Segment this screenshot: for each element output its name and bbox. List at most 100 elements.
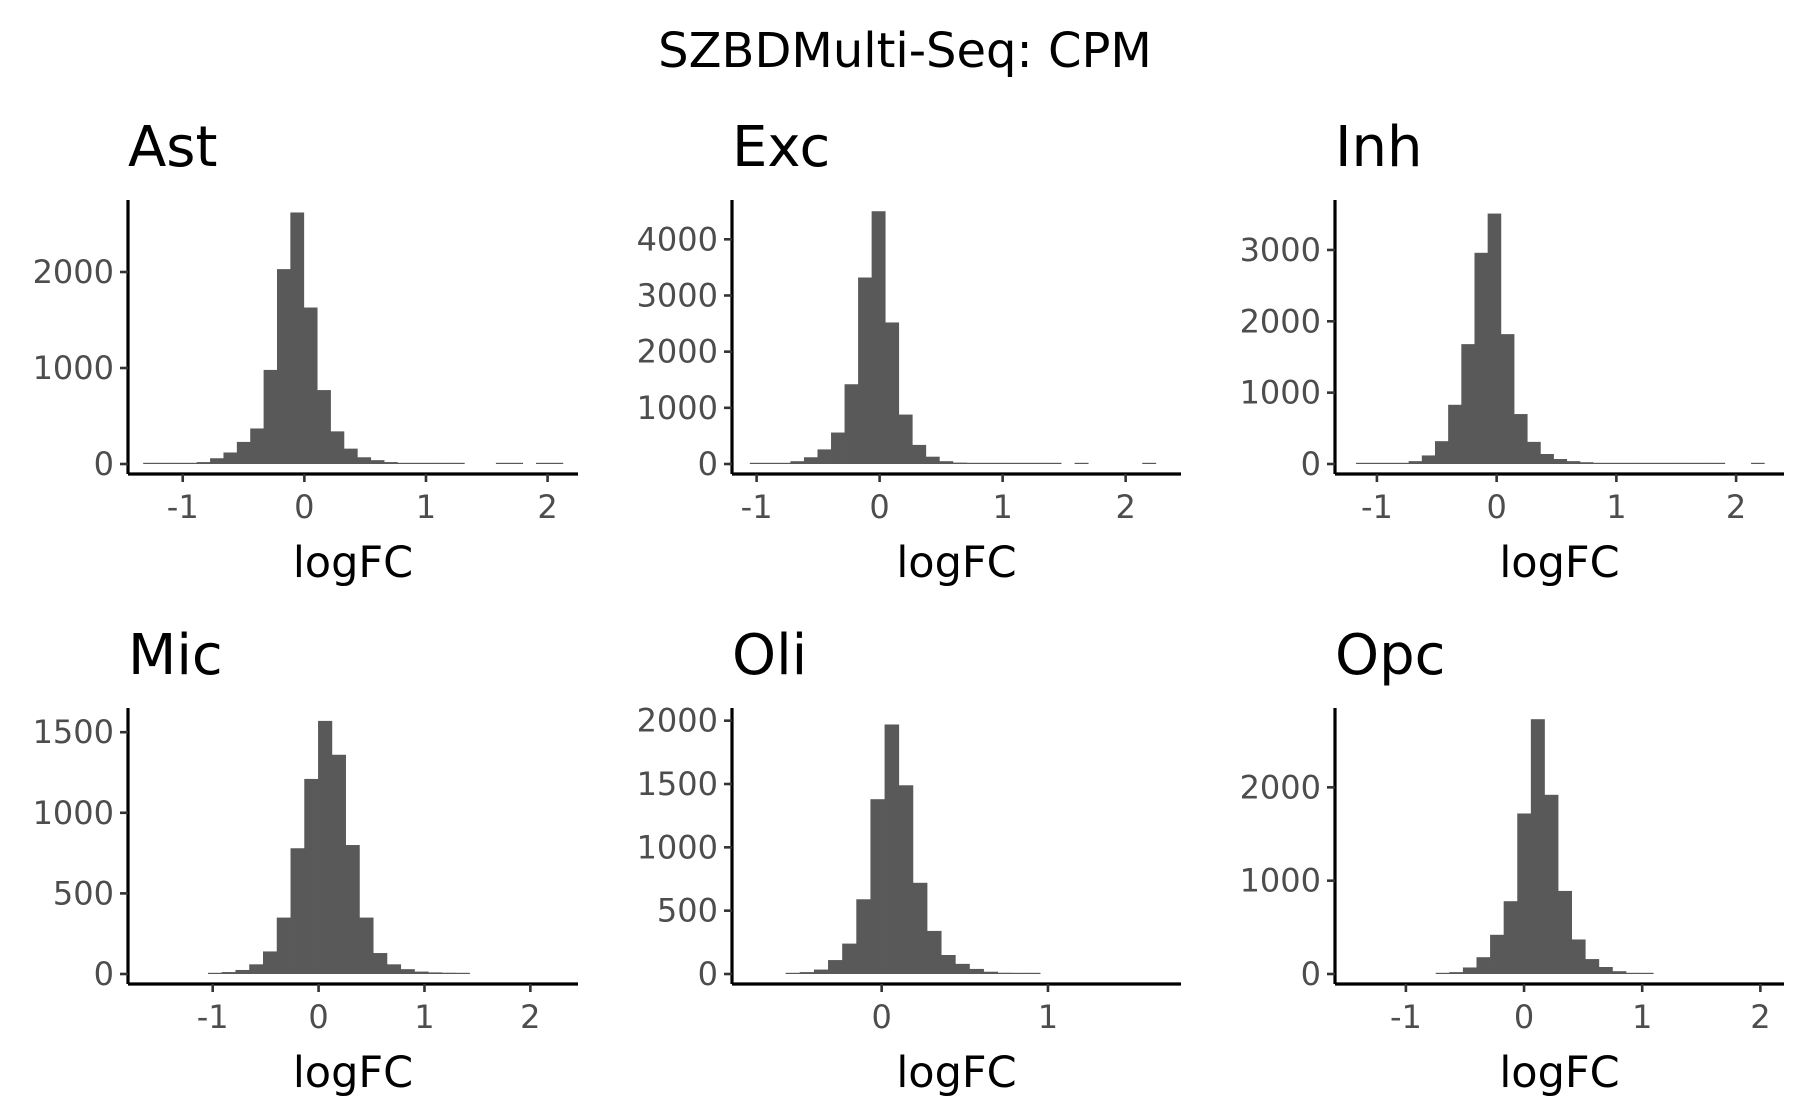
histogram-bar bbox=[437, 462, 452, 464]
histogram-bar bbox=[236, 441, 251, 464]
x-tick-label: 1 bbox=[416, 488, 436, 526]
histogram-bar bbox=[424, 462, 438, 464]
x-tick-label: 0 bbox=[1486, 488, 1506, 526]
histogram-bar bbox=[196, 462, 211, 464]
histogram-bar bbox=[844, 384, 859, 464]
histogram-bar bbox=[373, 953, 388, 974]
x-tick-label: -1 bbox=[167, 488, 199, 526]
histogram-bar bbox=[1476, 957, 1491, 974]
y-tick-label: 1500 bbox=[637, 765, 718, 803]
x-tick-label: 0 bbox=[1514, 998, 1534, 1036]
histogram-bar bbox=[799, 972, 815, 974]
y-tick-label: 3000 bbox=[637, 276, 718, 314]
histogram-bar bbox=[143, 462, 157, 464]
histogram-bar bbox=[1500, 334, 1515, 464]
histogram-bar bbox=[1530, 719, 1545, 974]
histogram-bar bbox=[410, 462, 425, 464]
histogram-bar bbox=[1579, 462, 1594, 464]
histogram-bar bbox=[1369, 462, 1383, 464]
histogram-bar bbox=[207, 972, 223, 974]
histogram-bar bbox=[223, 452, 238, 464]
histogram-bar bbox=[1448, 404, 1462, 464]
bars-opc bbox=[1435, 719, 1654, 974]
panel-title-exc: Exc bbox=[732, 115, 830, 180]
histogram-bar bbox=[912, 444, 927, 464]
histogram-bar bbox=[884, 724, 900, 974]
y-tick-label: 0 bbox=[698, 445, 718, 483]
histogram-bar bbox=[1006, 462, 1021, 464]
x-tick-label: 2 bbox=[537, 488, 557, 526]
histogram-bar bbox=[1490, 934, 1505, 974]
histogram-bar bbox=[397, 462, 412, 464]
histogram-bar bbox=[1503, 901, 1518, 974]
x-axis-label-inh: logFC bbox=[1499, 538, 1619, 588]
histogram-bar bbox=[941, 955, 956, 974]
figure-title: SZBDMulti-Seq: CPM bbox=[658, 23, 1152, 79]
histogram-bar bbox=[235, 969, 250, 974]
histogram-bar bbox=[1461, 344, 1475, 464]
histogram-bar bbox=[939, 461, 954, 464]
y-tick-label: 2000 bbox=[1240, 302, 1321, 340]
histogram-bar bbox=[455, 972, 470, 974]
histogram-bar bbox=[1598, 967, 1613, 974]
histogram-bar bbox=[1474, 252, 1489, 464]
histogram-bar bbox=[993, 462, 1008, 464]
histogram-bar bbox=[776, 462, 791, 464]
histogram-bar bbox=[969, 968, 984, 974]
histogram-bar bbox=[1408, 461, 1423, 464]
y-tick-label: 0 bbox=[1301, 955, 1321, 993]
x-tick-label: 0 bbox=[871, 998, 891, 1036]
histogram-bar bbox=[1047, 462, 1062, 464]
histogram-bar bbox=[925, 456, 940, 464]
x-axis-label-mic: logFC bbox=[293, 1048, 413, 1098]
histogram-bar bbox=[1487, 213, 1502, 464]
histogram-bar bbox=[303, 307, 318, 464]
histogram-bar bbox=[1685, 462, 1699, 464]
bars-exc bbox=[749, 211, 1157, 464]
histogram-bar bbox=[1585, 959, 1600, 974]
histogram-bar bbox=[952, 462, 967, 464]
histogram-bar bbox=[249, 964, 264, 974]
histogram-bar bbox=[1558, 890, 1573, 974]
histogram-bar bbox=[856, 899, 871, 974]
x-axis-label-opc: logFC bbox=[1499, 1048, 1619, 1098]
histogram-bar bbox=[749, 462, 764, 464]
panel-title-oli: Oli bbox=[732, 623, 807, 688]
histogram-bar bbox=[1020, 462, 1035, 464]
histogram-bar bbox=[1514, 414, 1528, 464]
x-tick-label: 0 bbox=[869, 488, 889, 526]
histogram-bar bbox=[763, 462, 778, 464]
histogram-bar bbox=[1011, 972, 1027, 974]
histogram-bar bbox=[983, 971, 999, 974]
histogram-bar bbox=[384, 462, 398, 464]
panel-title-inh: Inh bbox=[1335, 115, 1423, 180]
panel-inh: Inh 0 1000 2000 3000 -1 0 1 2 logFC bbox=[1240, 115, 1784, 588]
histogram-bar bbox=[997, 972, 1013, 974]
x-axis-label-ast: logFC bbox=[293, 538, 413, 588]
x-axis-label-oli: logFC bbox=[896, 1048, 1016, 1098]
histogram-bar bbox=[1434, 441, 1449, 464]
panel-oli: Oli 0 500 1000 1500 2000 0 1 logFC bbox=[637, 623, 1181, 1098]
y-tick-label: 2000 bbox=[33, 253, 114, 291]
histogram-bar bbox=[1606, 462, 1620, 464]
histogram-bar bbox=[790, 461, 805, 464]
histogram-bar bbox=[276, 269, 291, 464]
histogram-bar bbox=[1544, 794, 1559, 974]
histogram-bar bbox=[1571, 939, 1586, 974]
histogram-bar bbox=[250, 428, 265, 464]
histogram-bar bbox=[1645, 462, 1660, 464]
histogram-bar bbox=[1142, 462, 1157, 464]
bars-ast bbox=[143, 212, 564, 464]
histogram-bar bbox=[1698, 462, 1712, 464]
y-tick-label: 1000 bbox=[637, 389, 718, 427]
y-tick-label: 1000 bbox=[1240, 862, 1321, 900]
histogram-bar bbox=[1751, 462, 1765, 464]
x-tick-label: 2 bbox=[1726, 488, 1746, 526]
histogram-bar bbox=[858, 277, 873, 464]
y-tick-label: 0 bbox=[94, 955, 114, 993]
histogram-bar bbox=[428, 972, 443, 974]
y-tick-label: 2000 bbox=[637, 333, 718, 371]
histogram-bar bbox=[1553, 459, 1568, 464]
histogram-bar bbox=[885, 322, 900, 464]
